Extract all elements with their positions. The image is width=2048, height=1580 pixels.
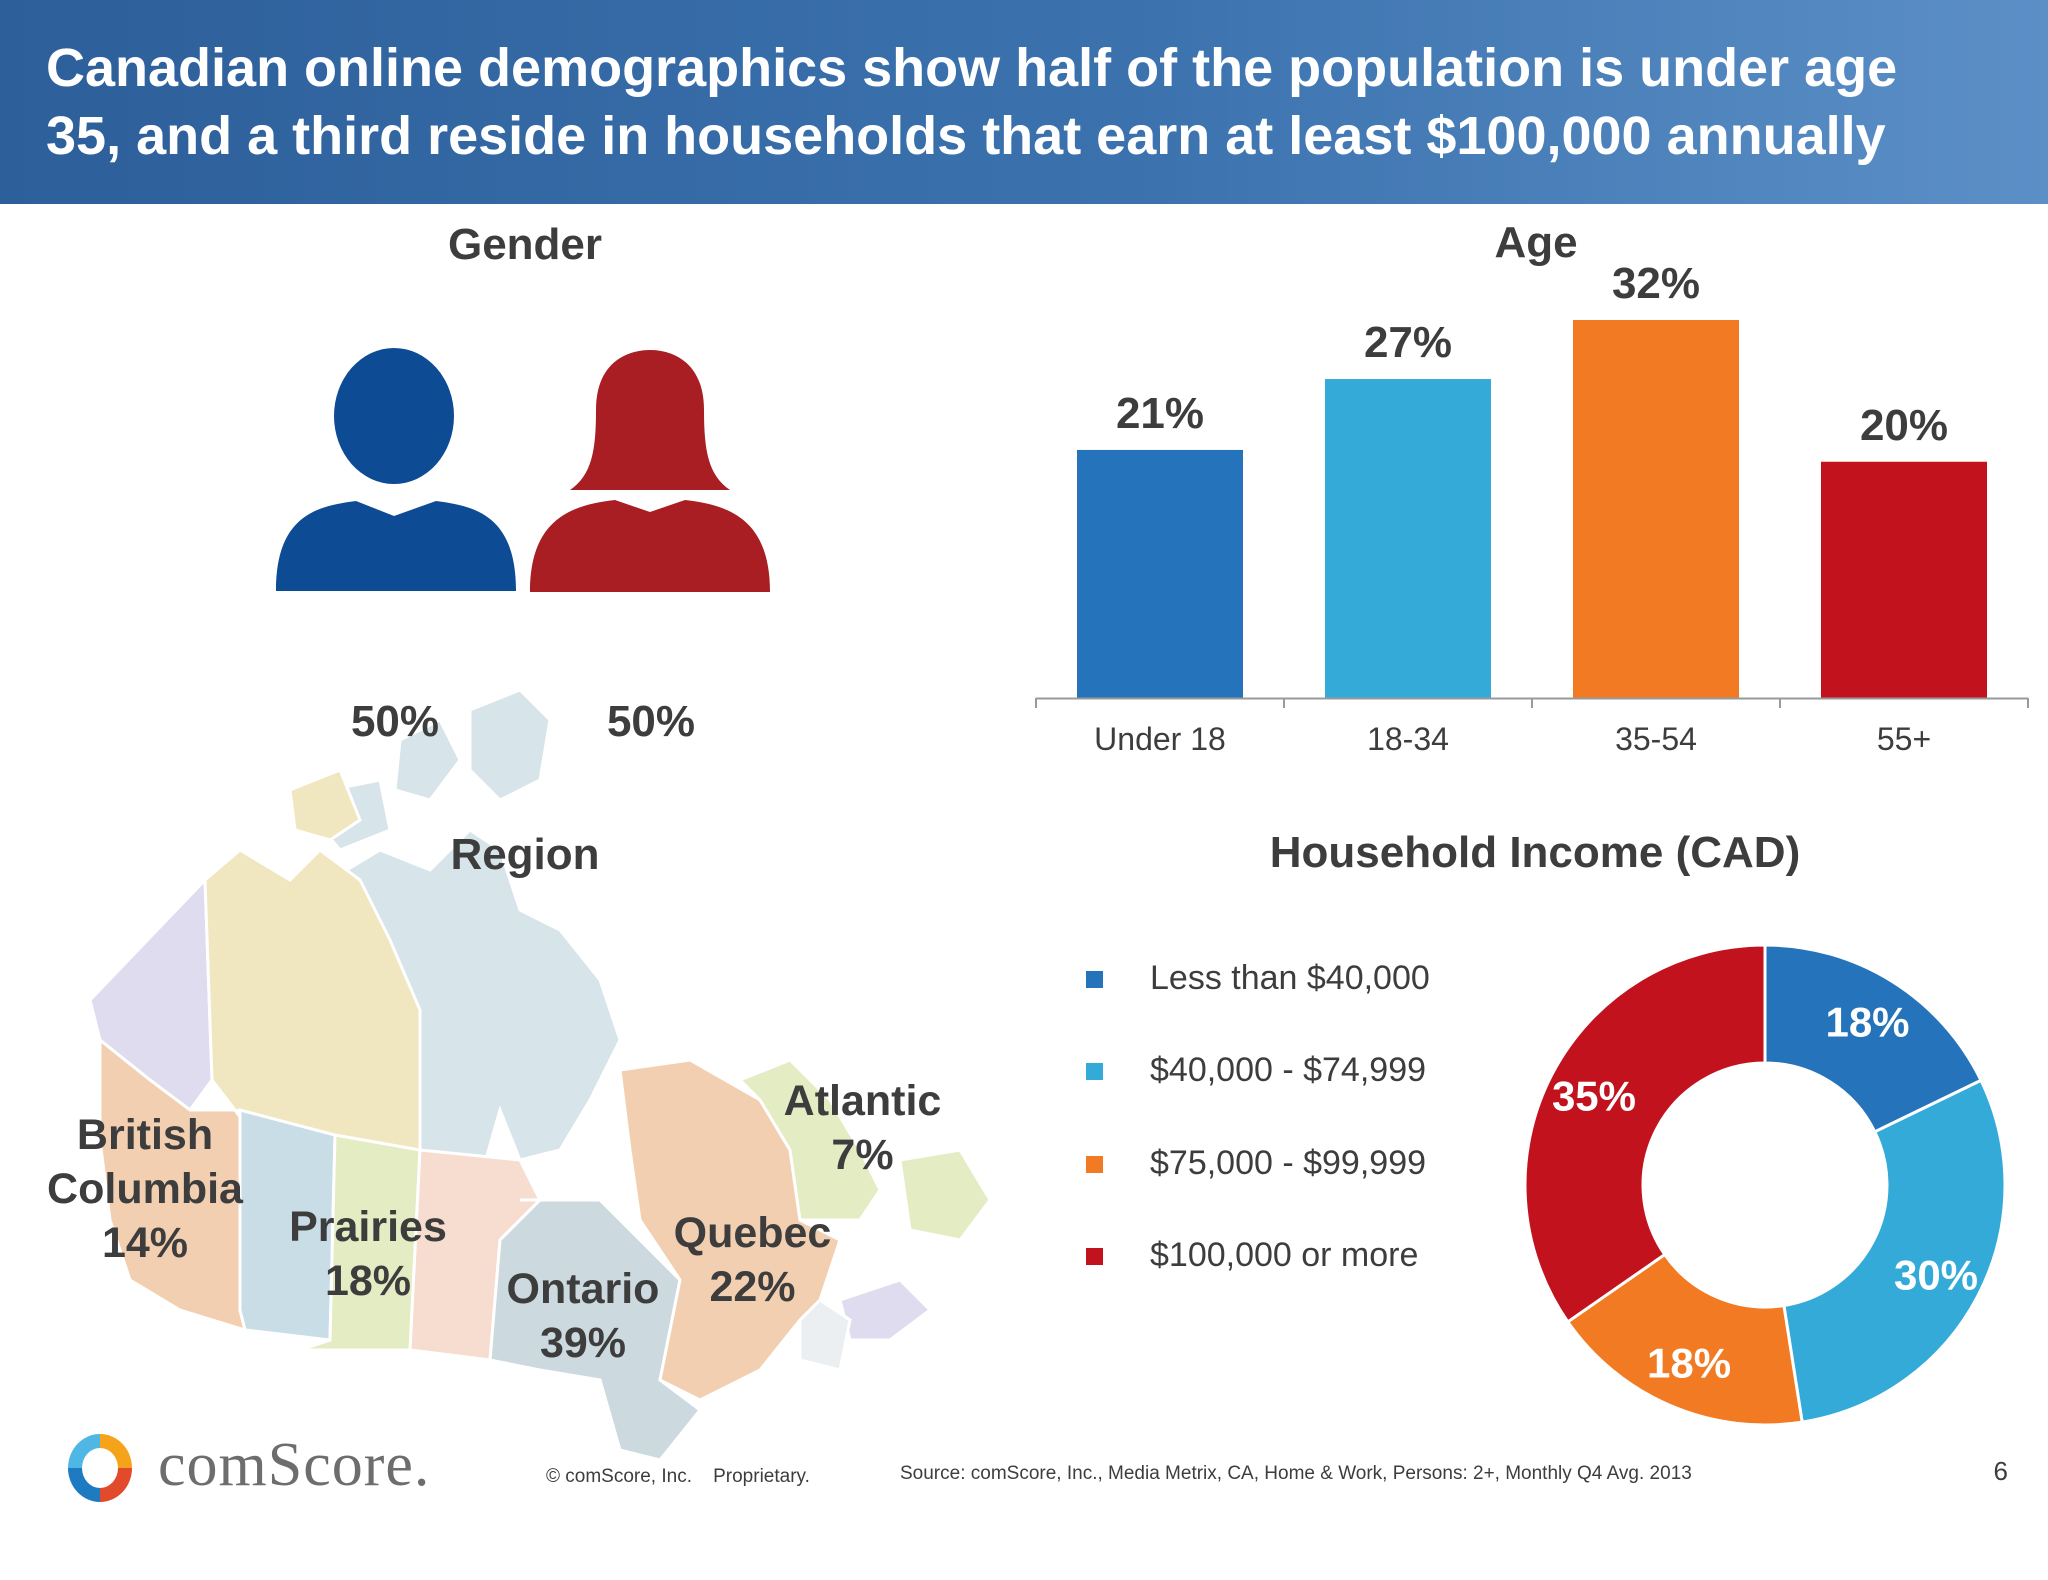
map-nwt xyxy=(203,848,422,1183)
age-data-label-0: 21% xyxy=(1116,389,1204,438)
legend-swatch xyxy=(1086,1248,1103,1265)
region-value: 14% xyxy=(101,1219,189,1267)
income-chart-title: Household Income (CAD) xyxy=(1269,828,1801,877)
age-data-label-1: 27% xyxy=(1364,318,1452,367)
region-label-quebec: Quebec 22% xyxy=(650,1206,855,1314)
header-banner: Canadian online demographics show half o… xyxy=(0,0,2048,204)
income-slice-0 xyxy=(1763,943,1984,1134)
income-slice-2 xyxy=(1565,1252,1804,1427)
slide-title-line-1: Canadian online demographics show half o… xyxy=(46,38,1898,98)
region-name: Prairies xyxy=(289,1203,447,1251)
legend-swatch xyxy=(1086,1063,1103,1080)
age-bar-chart: 21% Under 18 27% 18-34 32% 35-54 20% 55+ xyxy=(1035,259,2029,757)
age-data-label-3: 20% xyxy=(1860,401,1948,450)
income-data-label-2: 18% xyxy=(1647,1339,1731,1386)
age-tick-label-0: Under 18 xyxy=(1094,721,1226,757)
age-bar-1 xyxy=(1325,379,1491,698)
male-percent: 50% xyxy=(350,697,440,746)
region-name: Atlantic xyxy=(783,1077,942,1125)
canada-map xyxy=(88,688,992,1462)
female-percent: 50% xyxy=(606,697,696,746)
map-newfoundland xyxy=(898,1148,992,1242)
region-name: Quebec xyxy=(673,1209,832,1257)
legend-label: Less than $40,000 xyxy=(1150,959,1430,997)
page-number: 6 xyxy=(1993,1456,2008,1486)
region-value: 18% xyxy=(324,1257,412,1305)
gender-title: Gender xyxy=(447,220,603,269)
income-data-label-0: 18% xyxy=(1825,998,1909,1045)
region-value: 39% xyxy=(539,1319,627,1367)
map-alberta xyxy=(238,1108,337,1342)
region-label-prairies: Prairies 18% xyxy=(268,1200,468,1308)
source-text: Source: comScore, Inc., Media Metrix, CA… xyxy=(900,1463,1692,1484)
legend-swatch xyxy=(1086,971,1103,988)
region-label-bc: British Columbia 14% xyxy=(30,1108,260,1270)
region-label-atlantic: Atlantic 7% xyxy=(760,1074,965,1182)
age-bar-2 xyxy=(1573,320,1739,698)
map-nb xyxy=(798,1298,852,1372)
map-labrador xyxy=(737,1058,882,1222)
legend-swatch xyxy=(1086,1156,1103,1173)
age-tick-label-1: 18-34 xyxy=(1367,721,1449,757)
age-chart-title: Age xyxy=(1494,218,1578,267)
income-slice-1 xyxy=(1782,1078,2007,1424)
age-tick-label-2: 35-54 xyxy=(1615,721,1697,757)
region-name: Ontario xyxy=(506,1265,660,1313)
region-title: Region xyxy=(450,830,600,879)
map-saskatchewan xyxy=(299,1133,422,1352)
region-value: 22% xyxy=(709,1263,796,1311)
age-tick-label-3: 55+ xyxy=(1877,721,1931,757)
age-bar-0 xyxy=(1077,449,1243,698)
slide-title: Canadian online demographics show half o… xyxy=(46,34,2006,170)
comscore-brand-text: comScore. xyxy=(158,1431,431,1499)
copyright-text: © comScore, Inc. Proprietary. xyxy=(546,1466,810,1487)
region-value: 7% xyxy=(831,1131,894,1179)
income-data-label-1: 30% xyxy=(1894,1251,1978,1298)
male-icon xyxy=(276,348,516,591)
income-slice-3 xyxy=(1523,943,1767,1324)
legend-label: $100,000 or more xyxy=(1150,1236,1419,1274)
age-bar-3 xyxy=(1821,461,1987,698)
slide-title-line-2: 35, and a third reside in households tha… xyxy=(46,106,1886,166)
region-label-ontario: Ontario 39% xyxy=(478,1262,688,1370)
age-data-label-2: 32% xyxy=(1612,259,1700,308)
income-data-label-3: 35% xyxy=(1552,1073,1636,1120)
female-icon xyxy=(530,350,770,592)
legend-label: $40,000 - $74,999 xyxy=(1150,1051,1427,1089)
map-nwt-island xyxy=(288,768,362,842)
comscore-logo-icon xyxy=(68,1434,132,1502)
region-name: British xyxy=(76,1111,214,1159)
income-donut-chart: 18% 30% 18% 35% xyxy=(1523,943,2007,1427)
region-name: Columbia xyxy=(47,1165,243,1213)
legend-label: $75,000 - $99,999 xyxy=(1150,1144,1427,1182)
